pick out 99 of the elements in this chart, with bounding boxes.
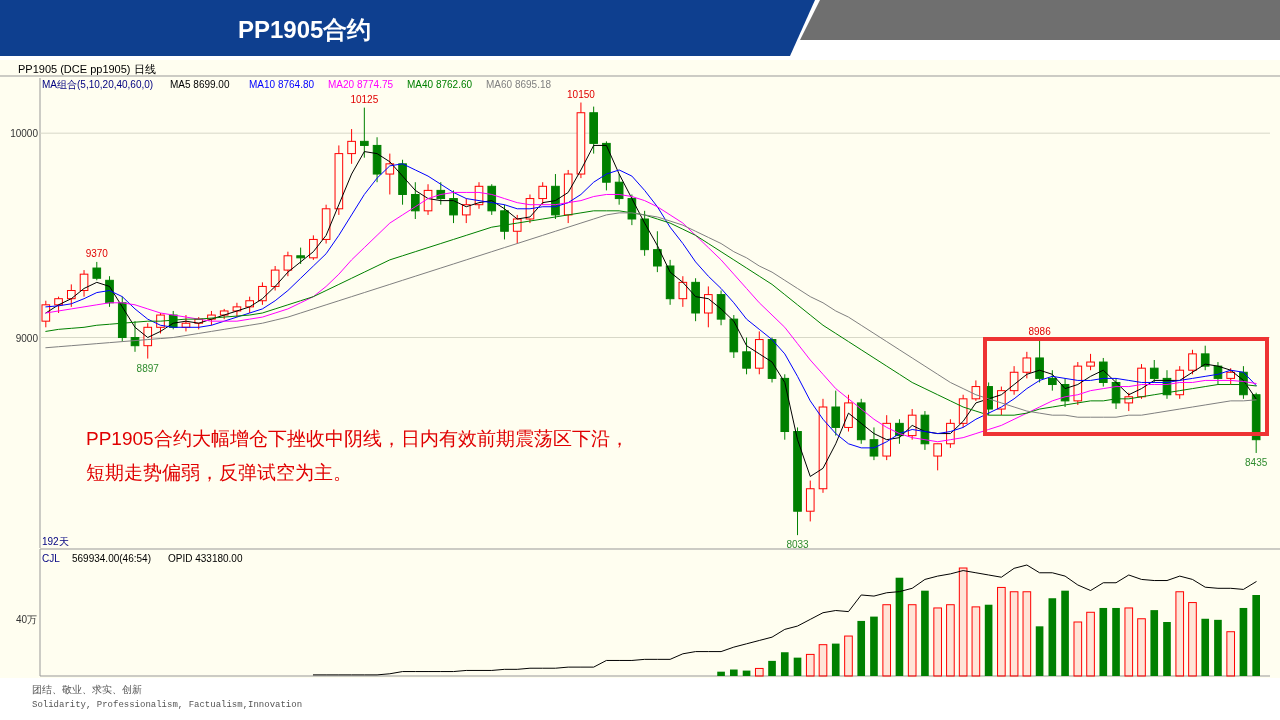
- bar: [997, 586, 1006, 677]
- bar: [958, 567, 968, 677]
- bar: [895, 577, 904, 676]
- bar: [921, 590, 929, 676]
- bar: [1124, 607, 1134, 677]
- candlestick: [831, 390, 841, 437]
- bar: [857, 620, 866, 676]
- bar: [1175, 591, 1185, 677]
- text: Solidarity, Professionalism, Factualism,Innovation: [32, 700, 303, 710]
- candlestick: [410, 181, 420, 220]
- bar: [882, 604, 892, 677]
- candlestick: [1111, 377, 1121, 410]
- y-tick-label: 10000: [10, 128, 39, 140]
- bar: [805, 653, 815, 677]
- candlestick: [1048, 369, 1057, 392]
- bar: [768, 660, 776, 676]
- candlestick: [653, 230, 662, 273]
- legend-title: MA组合(5,10,20,40,60,0): [42, 79, 154, 90]
- annotation: 8897: [136, 362, 160, 374]
- candlestick: [449, 189, 458, 224]
- text: OPID 433180.00: [168, 553, 243, 564]
- bar: [1061, 590, 1069, 676]
- candlestick: [971, 379, 981, 402]
- annotation: 8986: [1028, 326, 1052, 338]
- candlestick: [1035, 339, 1044, 383]
- bar: [1022, 591, 1032, 677]
- candlestick: [66, 283, 76, 308]
- annotation: 8435: [1245, 456, 1268, 468]
- annotation: 8033: [786, 539, 810, 551]
- annotation: 9370: [85, 247, 109, 259]
- text: 569934.00(46:54): [72, 553, 151, 564]
- text: MA5 8699.00: [170, 79, 230, 90]
- bar: [1226, 631, 1236, 677]
- candlestick: [742, 337, 751, 375]
- candlestick: [1200, 345, 1210, 371]
- bar: [729, 669, 738, 676]
- bar: [1252, 595, 1260, 676]
- bar: [907, 604, 917, 677]
- candlestick: [79, 269, 89, 298]
- candlestick: [1022, 351, 1032, 379]
- bar: [754, 667, 764, 677]
- bar: [971, 606, 981, 677]
- annotation: 192天: [42, 536, 69, 547]
- annotation: 10150: [567, 88, 596, 100]
- bar: [1086, 611, 1095, 677]
- bar: [1035, 626, 1044, 676]
- bar: [1163, 622, 1171, 676]
- bar: [984, 604, 993, 676]
- candlestick: [309, 234, 318, 261]
- bar: [870, 616, 878, 676]
- bar: [1048, 598, 1057, 676]
- bar: [1112, 607, 1120, 676]
- text: CJL: [42, 553, 61, 564]
- bar: [1188, 602, 1197, 677]
- bar: [1239, 607, 1248, 676]
- candlestick: [92, 261, 102, 281]
- text: MA40 8762.60: [407, 79, 473, 90]
- candlestick: [614, 173, 624, 206]
- bar: [780, 652, 789, 676]
- text: 团结、敬业、求实、创新: [32, 684, 142, 695]
- candlestick: [258, 281, 267, 306]
- candlestick: [1149, 359, 1159, 383]
- bar: [1150, 610, 1159, 676]
- candlestick: [461, 198, 471, 224]
- bar: [818, 644, 828, 677]
- bar: [1009, 591, 1019, 677]
- candlestick: [270, 265, 280, 292]
- candlestick: [704, 285, 713, 328]
- annotation: 10125: [350, 93, 379, 105]
- text: MA20 8774.75: [328, 79, 394, 90]
- bar: [844, 635, 853, 677]
- bar: [831, 643, 840, 676]
- text: PP1905 (DCE pp1905) 日线: [18, 63, 156, 75]
- text: MA60 8695.18: [486, 79, 552, 90]
- bar: [1201, 618, 1210, 676]
- bar: [717, 671, 725, 676]
- candlestick: [283, 251, 293, 277]
- candlestick: [1009, 365, 1019, 396]
- text: MA10 8764.80: [249, 79, 315, 90]
- candlestick: [933, 443, 942, 471]
- annotation: 短期走势偏弱，反弹试空为主。: [86, 462, 352, 483]
- y-tick-label: 9000: [15, 332, 39, 344]
- candlestick: [347, 128, 356, 165]
- bar: [793, 657, 802, 676]
- bar: [1137, 618, 1146, 677]
- bar: [1214, 619, 1222, 676]
- candlestick: [805, 480, 815, 522]
- bar: [1073, 621, 1083, 677]
- candlestick: [678, 275, 688, 308]
- candlestick: [869, 426, 879, 461]
- text: 40万: [15, 614, 37, 625]
- annotation: PP1905合约大幅增仓下挫收中阴线，日内有效前期震荡区下沿，: [86, 428, 629, 449]
- candlestick: [1188, 349, 1197, 375]
- chart-title: PP1905合约: [238, 16, 372, 43]
- bar: [946, 604, 955, 677]
- bar: [933, 607, 942, 677]
- bar: [1099, 607, 1108, 676]
- candlestick: [512, 214, 522, 245]
- candlestick: [360, 107, 369, 159]
